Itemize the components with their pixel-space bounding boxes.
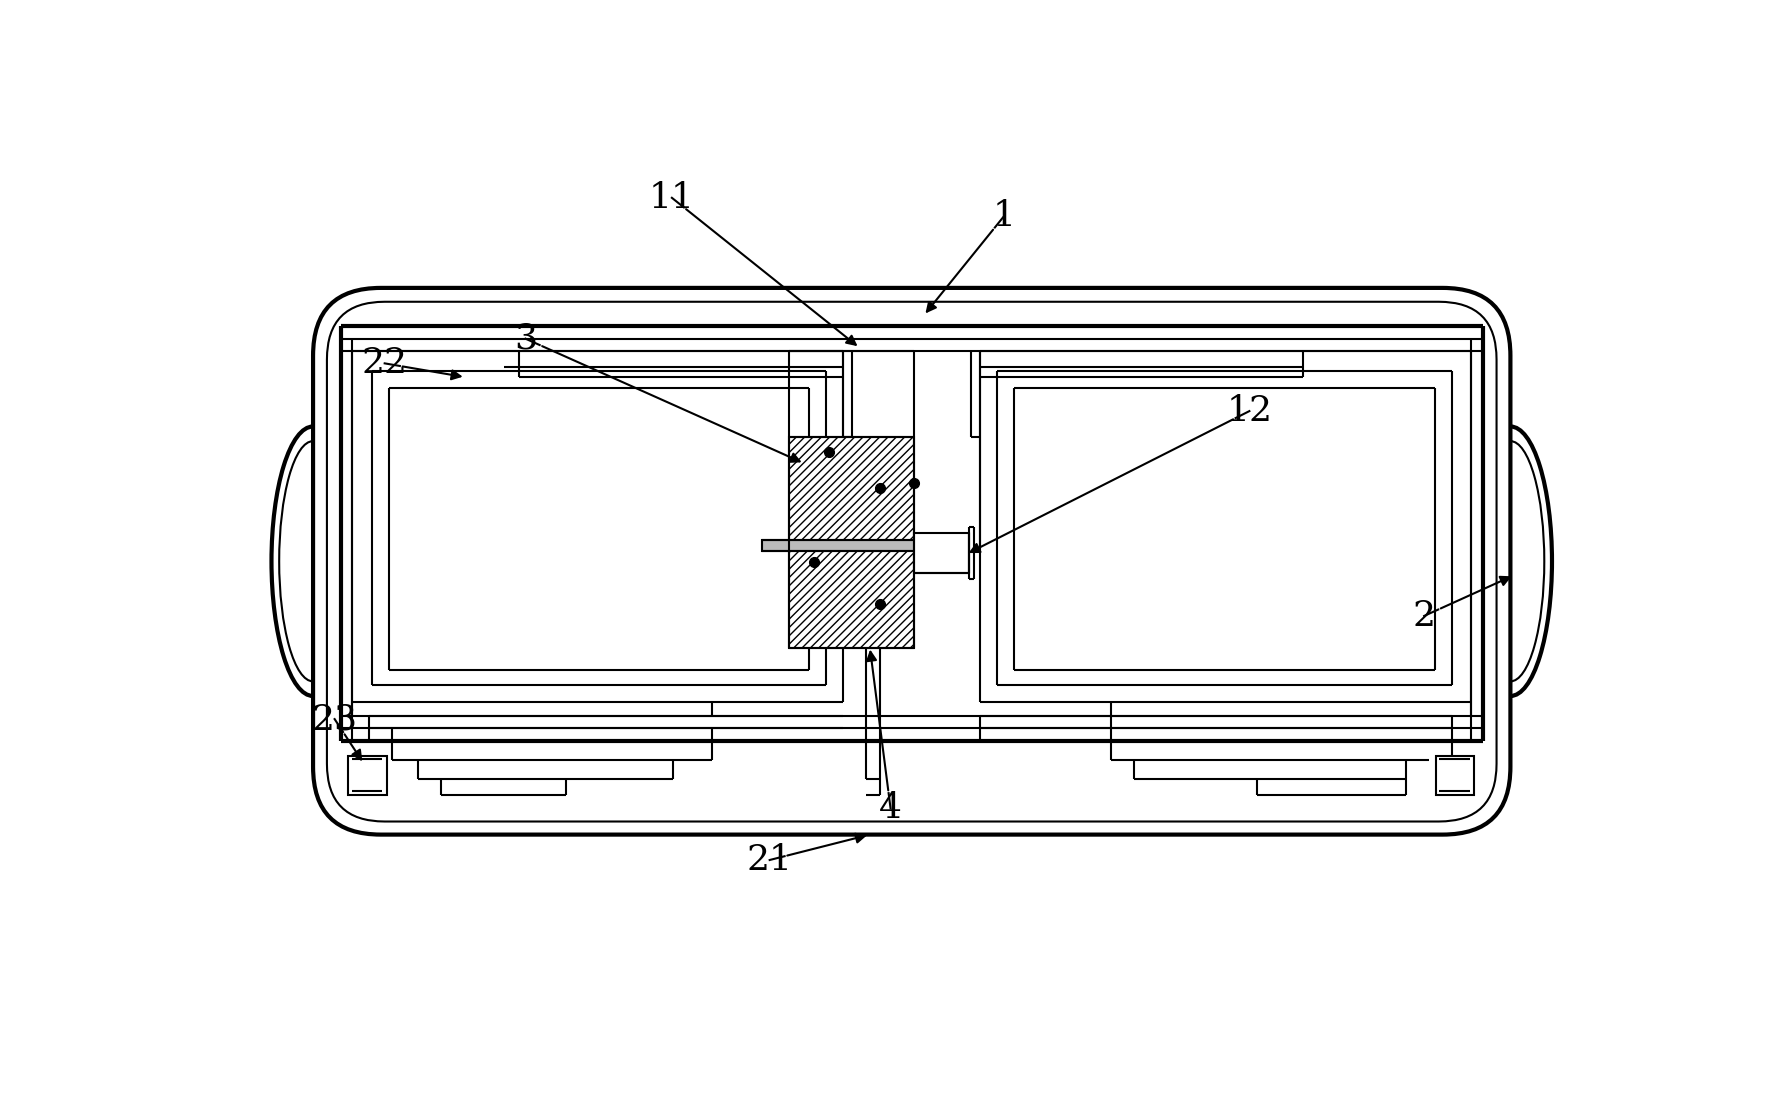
Text: 3: 3: [514, 322, 537, 356]
Bar: [761, 540, 954, 552]
Text: 23: 23: [311, 703, 358, 736]
Text: 4: 4: [879, 792, 902, 825]
Bar: [914, 533, 970, 572]
Ellipse shape: [272, 427, 354, 696]
Bar: [788, 544, 914, 649]
Ellipse shape: [1469, 427, 1551, 696]
Text: 12: 12: [1226, 394, 1272, 428]
Text: 11: 11: [649, 181, 696, 215]
Text: 22: 22: [361, 346, 407, 381]
Text: 2: 2: [1413, 599, 1436, 633]
Text: 1: 1: [993, 199, 1016, 233]
FancyBboxPatch shape: [313, 288, 1510, 835]
Bar: [349, 756, 388, 794]
Bar: [1436, 756, 1475, 794]
Bar: [788, 437, 914, 544]
Text: 21: 21: [747, 843, 793, 877]
